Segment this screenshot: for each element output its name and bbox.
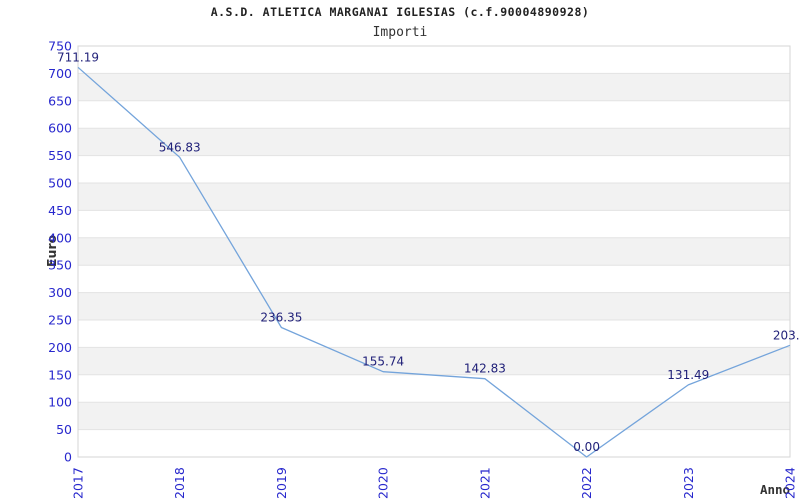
y-tick-label: 100 [48, 395, 72, 410]
y-tick-label: 700 [48, 66, 72, 81]
point-label: 131.49 [667, 368, 709, 382]
y-tick-label: 0 [64, 450, 72, 465]
x-axis-title: Anno [759, 482, 791, 497]
y-tick-label: 600 [48, 121, 72, 136]
y-tick-label: 300 [48, 285, 72, 300]
y-tick-label: 450 [48, 203, 72, 218]
point-label: 0.00 [573, 440, 600, 454]
x-tick-label: 2017 [71, 467, 86, 499]
y-tick-label: 250 [48, 313, 72, 328]
plot-band [78, 402, 790, 430]
y-tick-label: 50 [56, 422, 72, 437]
y-tick-label: 650 [48, 93, 72, 108]
y-tick-label: 200 [48, 340, 72, 355]
x-tick-label: 2020 [376, 467, 391, 499]
plot-border [77, 45, 791, 458]
point-label: 236.35 [260, 311, 302, 325]
x-tick-label: 2019 [274, 467, 289, 499]
x-tick-label: 2022 [579, 467, 594, 499]
plot-band [78, 128, 790, 156]
point-label: 203.8 [773, 328, 800, 342]
y-tick-label: 150 [48, 367, 72, 382]
x-tick-label: 2021 [477, 467, 492, 499]
chart-title: A.S.D. ATLETICA MARGANAI IGLESIAS (c.f.9… [210, 5, 590, 19]
plot-band [78, 183, 790, 211]
y-tick-label: 400 [48, 230, 72, 245]
point-label: 155.74 [362, 355, 404, 369]
plot-band [78, 73, 790, 101]
y-tick-label: 750 [48, 39, 72, 54]
y-tick-label: 500 [48, 176, 72, 191]
plot-band [78, 292, 790, 320]
plot-band [78, 237, 790, 266]
chart-subtitle: Importi [372, 25, 428, 40]
y-tick-label: 350 [48, 258, 72, 273]
plot-band [78, 347, 790, 375]
y-tick-label: 550 [48, 148, 72, 163]
x-tick-label: 2018 [172, 467, 187, 499]
x-tick-label: 2024 [783, 467, 798, 499]
point-label: 142.83 [464, 362, 506, 376]
x-tick-label: 2023 [681, 467, 696, 499]
point-label: 711.19 [57, 50, 99, 64]
point-label: 546.83 [159, 140, 201, 154]
importi-line [77, 66, 791, 458]
